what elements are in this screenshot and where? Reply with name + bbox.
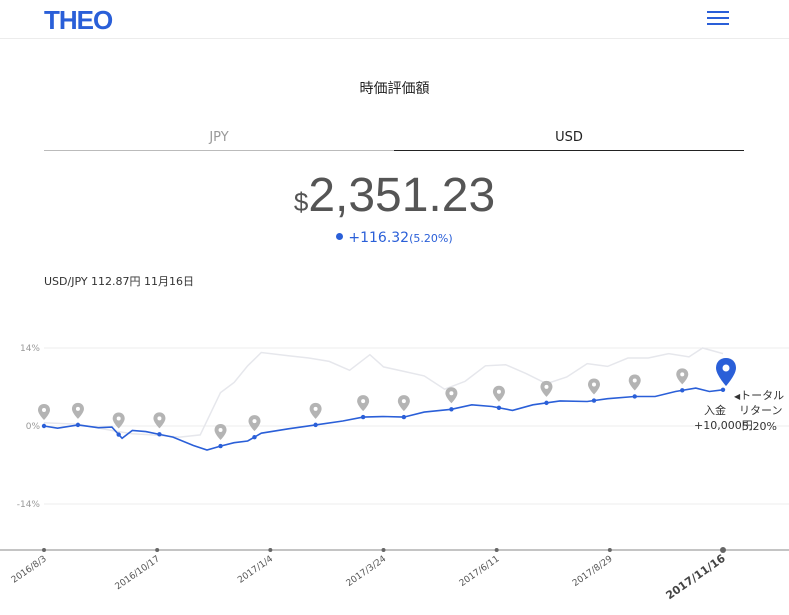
arrow-left-icon: ◀ [734, 392, 741, 401]
benchmark-line [43, 347, 724, 438]
y-tick-label: -14% [17, 500, 41, 510]
x-tick-dot [607, 548, 612, 552]
deposit-pin-icon[interactable] [628, 374, 641, 391]
deposit-label: 入金 [704, 403, 726, 417]
dot-icon [336, 233, 344, 240]
deposit-pin-icon[interactable] [540, 380, 553, 397]
x-tick-label: 2017/3/24 [345, 554, 389, 589]
tab-usd[interactable]: USD [394, 130, 744, 151]
return-point [41, 423, 47, 429]
return-point [218, 443, 223, 449]
deposit-pin-icon[interactable] [309, 402, 322, 419]
valuation-amount: $2,351.23 [0, 168, 789, 223]
return-point [680, 388, 685, 393]
x-tick-dot [155, 548, 160, 552]
return-point [75, 422, 81, 428]
x-tick-dot [268, 548, 273, 552]
return-point [496, 405, 502, 410]
deposit-pin-icon[interactable] [492, 385, 505, 402]
deposit-amount: +10,000円 [694, 419, 753, 432]
header: THEO [0, 0, 789, 39]
y-tick-label: 0% [26, 422, 41, 432]
valuation-change: +116.32(5.20%) [0, 230, 789, 246]
page-title: 時価評価額 [359, 81, 430, 97]
deposit-pin-icon[interactable] [397, 395, 410, 412]
x-tick-dot [494, 548, 499, 552]
y-tick-label: 14% [20, 344, 40, 354]
performance-chart[interactable]: 14% 0% -14% 2016/8/3 2016/10/17 2017/1/4 2017… [0, 330, 789, 615]
x-tick-label: 2017/1/4 [236, 554, 275, 586]
x-tick-label: 2016/10/17 [114, 554, 162, 592]
x-tick-label: 2017/6/11 [458, 554, 502, 589]
menu-icon[interactable] [707, 11, 729, 25]
return-point [313, 422, 318, 428]
return-point [116, 432, 121, 437]
x-tick-label: 2017/11/16 [664, 552, 728, 603]
deposit-pin-icon[interactable] [445, 387, 458, 404]
total-return-pct: 5.20% [742, 420, 777, 433]
return-point [157, 432, 162, 437]
return-point [449, 407, 454, 412]
deposit-pin-icon[interactable] [587, 378, 600, 395]
fx-rate-note: USD/JPY 112.87円 11月16日 [44, 275, 195, 288]
return-point [591, 398, 597, 403]
tab-jpy[interactable]: JPY [44, 130, 394, 151]
deposit-pin-icon[interactable] [214, 424, 227, 441]
return-point [632, 394, 637, 399]
change-percent: (5.20%) [409, 232, 453, 245]
x-tick-dot [42, 548, 46, 552]
deposit-pin-icon[interactable] [71, 402, 84, 419]
amount-value: 2,351.23 [308, 169, 496, 222]
deposit-pin-icon[interactable] [38, 404, 50, 420]
deposit-pin-icon[interactable] [676, 368, 689, 385]
x-tick-dot [381, 548, 386, 552]
return-point [720, 387, 726, 392]
total-return-label: ◀トータル [734, 389, 784, 402]
x-tick-label: 2016/8/3 [10, 554, 49, 585]
current-marker [716, 358, 736, 386]
change-value: +116.32 [348, 230, 410, 246]
return-point [360, 414, 366, 420]
deposit-pin-icon[interactable] [153, 412, 166, 429]
map-pin-icon [716, 358, 736, 386]
logo[interactable]: THEO [44, 5, 113, 35]
return-point [401, 414, 407, 420]
x-tick-label: 2017/8/29 [571, 554, 615, 589]
currency-symbol: $ [293, 187, 309, 217]
total-return-label-line2: リターン [739, 404, 782, 417]
return-point [544, 400, 549, 406]
deposit-pin-icon[interactable] [248, 415, 261, 432]
return-point [252, 434, 257, 440]
return-label-line1: トータル [740, 389, 784, 402]
deposit-pin-icon[interactable] [357, 395, 370, 412]
x-tick-dot [720, 547, 726, 553]
return-line [43, 387, 724, 451]
deposit-pin-icon[interactable] [112, 412, 125, 429]
